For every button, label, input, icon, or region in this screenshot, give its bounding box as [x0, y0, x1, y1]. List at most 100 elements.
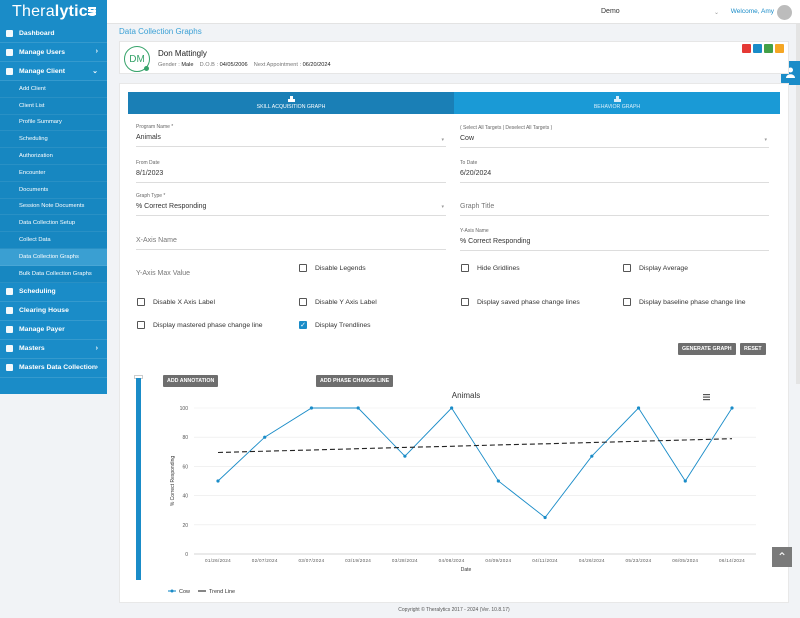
page-scrollbar[interactable] [796, 24, 800, 384]
graph-tab-icon [287, 96, 295, 102]
checkbox-box[interactable] [299, 298, 307, 306]
data-point [683, 479, 687, 483]
graph-title-input[interactable]: Graph Title [460, 203, 769, 216]
display-trendlines-checkbox[interactable]: ✓ Display Trendlines [299, 321, 371, 329]
checkbox-label: Display Trendlines [315, 321, 371, 329]
chart-vertical-scrollbar[interactable] [136, 378, 141, 580]
add-annotation-button[interactable]: ADD ANNOTATION [163, 375, 219, 387]
targets-value[interactable]: Cow [460, 135, 769, 148]
chart-menu-icon [703, 394, 710, 396]
add-phase-change-line-button[interactable]: ADD PHASE CHANGE LINE [316, 375, 394, 387]
disable-legends-checkbox[interactable]: Disable Legends [299, 264, 366, 272]
sidebar-subitem-client-list[interactable]: Client List [0, 98, 107, 115]
graph-type-field[interactable]: Graph Type * % Correct Responding ▾ [136, 193, 446, 216]
y-axis-name-value[interactable]: % Correct Responding [460, 238, 769, 251]
sidebar-item-masters[interactable]: Masters › [0, 340, 107, 359]
sidebar-subitem-profile-summary[interactable]: Profile Summary [0, 115, 107, 132]
sidebar-subitem-data-collection-setup[interactable]: Data Collection Setup [0, 215, 107, 233]
y-axis-name-field[interactable]: Y-Axis Name % Correct Responding [460, 228, 769, 251]
checkbox-box-checked[interactable]: ✓ [299, 321, 307, 329]
organization-select[interactable]: Demo [601, 8, 620, 15]
tab-skill-acquisition-graph[interactable]: SKILL ACQUISITION GRAPH [128, 92, 454, 114]
y-axis-max-input[interactable]: Y-Axis Max Value [136, 270, 191, 277]
welcome-text[interactable]: Welcome, Amy [730, 8, 774, 15]
note-icon[interactable] [775, 44, 784, 53]
targets-field[interactable]: ( Select All Targets | Deselect All Targ… [460, 125, 769, 148]
sidebar-item-manage-client[interactable]: Manage Client ⌄ [0, 62, 107, 81]
graph-tab-icon [613, 96, 621, 102]
reset-button[interactable]: RESET [740, 343, 766, 355]
y-axis-max-field[interactable]: Y-Axis Max Value [136, 270, 286, 282]
sidebar-subitem-bulk-data-collection-graphs[interactable]: Bulk Data Collection Graphs [0, 266, 107, 283]
from-date-field[interactable]: From Date 8/1/2023 [136, 160, 446, 183]
sidebar-subitem-authorization[interactable]: Authorization [0, 148, 107, 165]
mastered-phase-line-checkbox[interactable]: Display mastered phase change line [137, 321, 263, 329]
series-line-cow [217, 407, 733, 519]
x-axis-name-input[interactable]: X-Axis Name [136, 237, 446, 250]
hide-gridlines-checkbox[interactable]: Hide Gridlines [461, 264, 520, 272]
y-tick-label: 40 [182, 494, 188, 500]
tag-icon[interactable] [742, 44, 751, 53]
checkbox-box[interactable] [299, 264, 307, 272]
x-tick-label: 01/26/2024 [205, 558, 231, 563]
targets-select-all[interactable]: ( Select All Targets | Deselect All Targ… [460, 125, 553, 131]
display-average-checkbox[interactable]: Display Average [623, 264, 688, 272]
checkbox-box[interactable] [623, 264, 631, 272]
next-appointment-value: 06/20/2024 [302, 62, 331, 68]
person-icon[interactable] [764, 44, 773, 53]
disable-x-axis-label-checkbox[interactable]: Disable X Axis Label [137, 298, 215, 306]
page-title: Data Collection Graphs [119, 27, 202, 36]
x-axis-name-field[interactable]: X-Axis Name [136, 237, 446, 250]
sidebar-item-scheduling[interactable]: Scheduling [0, 283, 107, 302]
sidebar-subitem-encounter[interactable]: Encounter [0, 165, 107, 182]
program-name-field[interactable]: Program Name * Animals ▾ [136, 124, 446, 147]
checkbox-box[interactable] [461, 298, 469, 306]
from-date-value[interactable]: 8/1/2023 [136, 170, 446, 183]
phone-icon[interactable] [753, 44, 762, 53]
sidebar-subitem-collect-data[interactable]: Collect Data [0, 232, 107, 249]
x-tick-label: 03/19/2024 [345, 558, 371, 563]
sidebar-subitem-add-client[interactable]: Add Client [0, 81, 107, 98]
to-date-field[interactable]: To Date 6/20/2024 [460, 160, 769, 183]
masters-data-icon [6, 364, 13, 372]
from-date-label: From Date [136, 160, 160, 166]
sidebar-item-masters-data-collection[interactable]: Masters Data Collection › [0, 359, 107, 378]
graph-title-field[interactable]: Graph Title [460, 203, 769, 216]
checkbox-box[interactable] [461, 264, 469, 272]
sidebar-subitem-session-note-documents[interactable]: Session Note Documents [0, 199, 107, 216]
saved-phase-lines-checkbox[interactable]: Display saved phase change lines [461, 298, 580, 306]
y-tick-label: 100 [180, 406, 189, 412]
dob-value: 04/05/2006 [219, 62, 248, 68]
checkbox-box[interactable] [623, 298, 631, 306]
sidebar-subitem-documents[interactable]: Documents [0, 182, 107, 199]
status-dot [144, 66, 149, 71]
graph-type-value[interactable]: % Correct Responding [136, 203, 446, 216]
checkbox-box[interactable] [137, 321, 145, 329]
scroll-to-top-button[interactable]: ⌃ [772, 547, 792, 567]
generate-graph-button[interactable]: GENERATE GRAPH [678, 343, 736, 355]
checkbox-box[interactable] [137, 298, 145, 306]
data-point [543, 515, 547, 520]
sidebar-item-manage-payer[interactable]: Manage Payer [0, 321, 107, 340]
sidebar-item-manage-users[interactable]: Manage Users › [0, 43, 107, 62]
checkbox-label: Display saved phase change lines [477, 298, 580, 306]
chevron-right-icon: › [95, 363, 98, 371]
x-tick-label: 03/07/2024 [298, 558, 324, 563]
menu-toggle-icon[interactable] [88, 7, 96, 15]
sidebar-subitem-data-collection-graphs[interactable]: Data Collection Graphs [0, 248, 107, 266]
chevron-down-icon: ▾ [764, 137, 767, 143]
tab-behavior-graph[interactable]: BEHAVIOR GRAPH [454, 92, 780, 114]
y-axis-label: % Correct Responding [170, 456, 176, 507]
to-date-value[interactable]: 6/20/2024 [460, 170, 769, 183]
sidebar-item-dashboard[interactable]: Dashboard [0, 24, 107, 43]
program-name-value[interactable]: Animals [136, 134, 446, 147]
checkbox-label: Disable Legends [315, 264, 366, 272]
y-tick-label: 20 [182, 523, 188, 529]
sidebar-item-clearing-house[interactable]: Clearing House [0, 302, 107, 321]
sidebar-subitem-scheduling[interactable]: Scheduling [0, 131, 107, 149]
baseline-phase-line-checkbox[interactable]: Display baseline phase change line [623, 298, 746, 306]
checkbox-label: Display mastered phase change line [153, 321, 263, 329]
user-avatar[interactable] [777, 5, 792, 20]
sidebar-item-label: Manage Users [19, 48, 66, 56]
disable-y-axis-label-checkbox[interactable]: Disable Y Axis Label [299, 298, 377, 306]
